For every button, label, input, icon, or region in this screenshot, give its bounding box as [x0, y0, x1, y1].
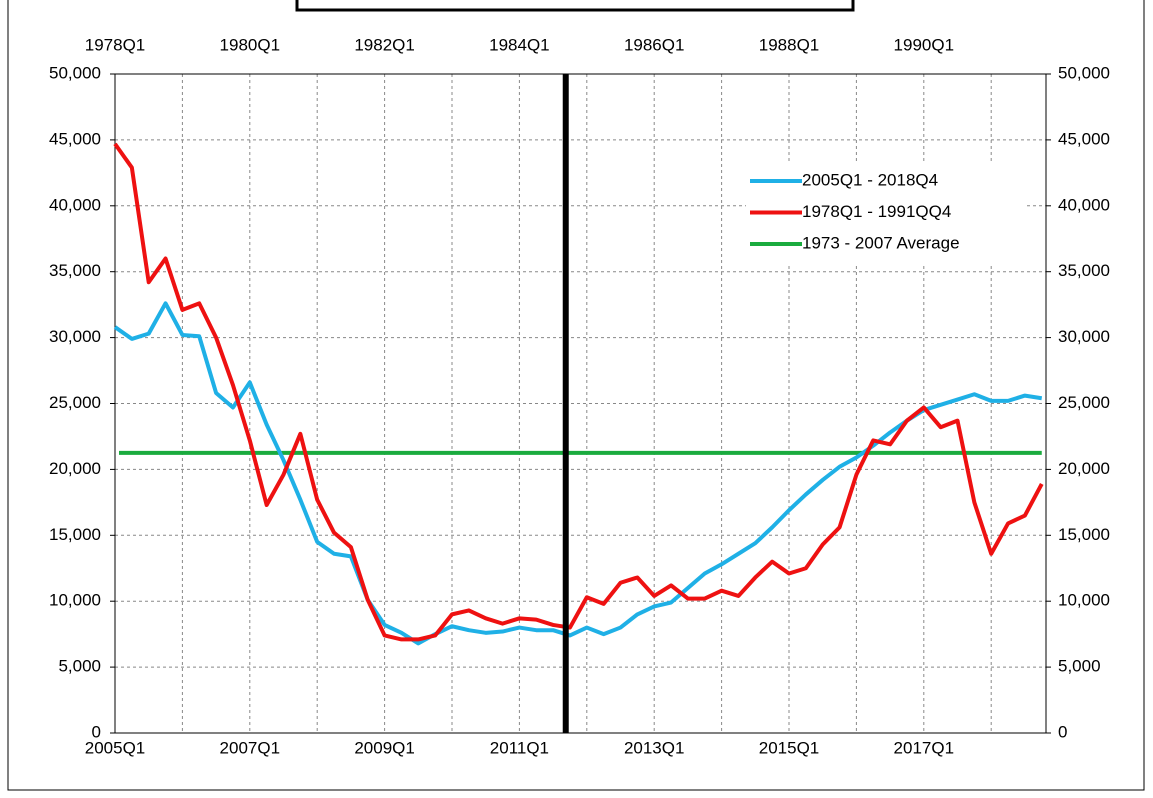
x2-tick-label: 1984Q1: [489, 35, 550, 54]
y2-tick-label: 10,000: [1058, 591, 1110, 610]
x-tick-label: 2015Q1: [759, 738, 820, 757]
chart-frame: [7, 0, 1145, 791]
y2-tick-label: 0: [1058, 722, 1067, 741]
y-tick-label: 15,000: [49, 525, 101, 544]
y-tick-label: 40,000: [49, 195, 101, 214]
y2-tick-label: 30,000: [1058, 327, 1110, 346]
y-tick-label: 35,000: [49, 261, 101, 280]
x2-tick-label: 1986Q1: [624, 35, 685, 54]
x2-tick-label: 1980Q1: [220, 35, 281, 54]
x-tick-label: 2007Q1: [220, 738, 281, 757]
series-line: [113, 142, 1044, 642]
title-box: [295, 0, 855, 12]
y-tick-label: 10,000: [49, 591, 101, 610]
y2-tick-label: 15,000: [1058, 525, 1110, 544]
x-tick-label: 2005Q1: [85, 738, 146, 757]
legend-label: 1978Q1 - 1991QQ4: [802, 202, 951, 221]
y2-tick-label: 20,000: [1058, 459, 1110, 478]
legend-label: 1973 - 2007 Average: [802, 233, 960, 252]
series-line: [113, 301, 1043, 646]
x2-tick-label: 1982Q1: [354, 35, 415, 54]
y-tick-label: 25,000: [49, 393, 101, 412]
y-tick-label: 20,000: [49, 459, 101, 478]
x-tick-label: 2017Q1: [894, 738, 955, 757]
y-tick-label: 30,000: [49, 327, 101, 346]
y-tick-label: 5,000: [58, 657, 101, 676]
y2-tick-label: 45,000: [1058, 129, 1110, 148]
y-tick-label: 0: [92, 722, 101, 741]
x2-tick-label: 1990Q1: [894, 35, 955, 54]
y-tick-label: 50,000: [49, 63, 101, 82]
x-tick-label: 2013Q1: [624, 738, 685, 757]
legend-label: 2005Q1 - 2018Q4: [802, 170, 938, 189]
y2-tick-label: 25,000: [1058, 393, 1110, 412]
y2-tick-label: 35,000: [1058, 261, 1110, 280]
x-tick-label: 2011Q1: [490, 738, 549, 757]
y2-tick-label: 50,000: [1058, 63, 1110, 82]
y2-tick-label: 40,000: [1058, 195, 1110, 214]
y-tick-label: 45,000: [49, 129, 101, 148]
x2-tick-label: 1978Q1: [85, 35, 146, 54]
y2-tick-label: 5,000: [1058, 657, 1101, 676]
x2-tick-label: 1988Q1: [759, 35, 820, 54]
x-tick-label: 2009Q1: [354, 738, 415, 757]
